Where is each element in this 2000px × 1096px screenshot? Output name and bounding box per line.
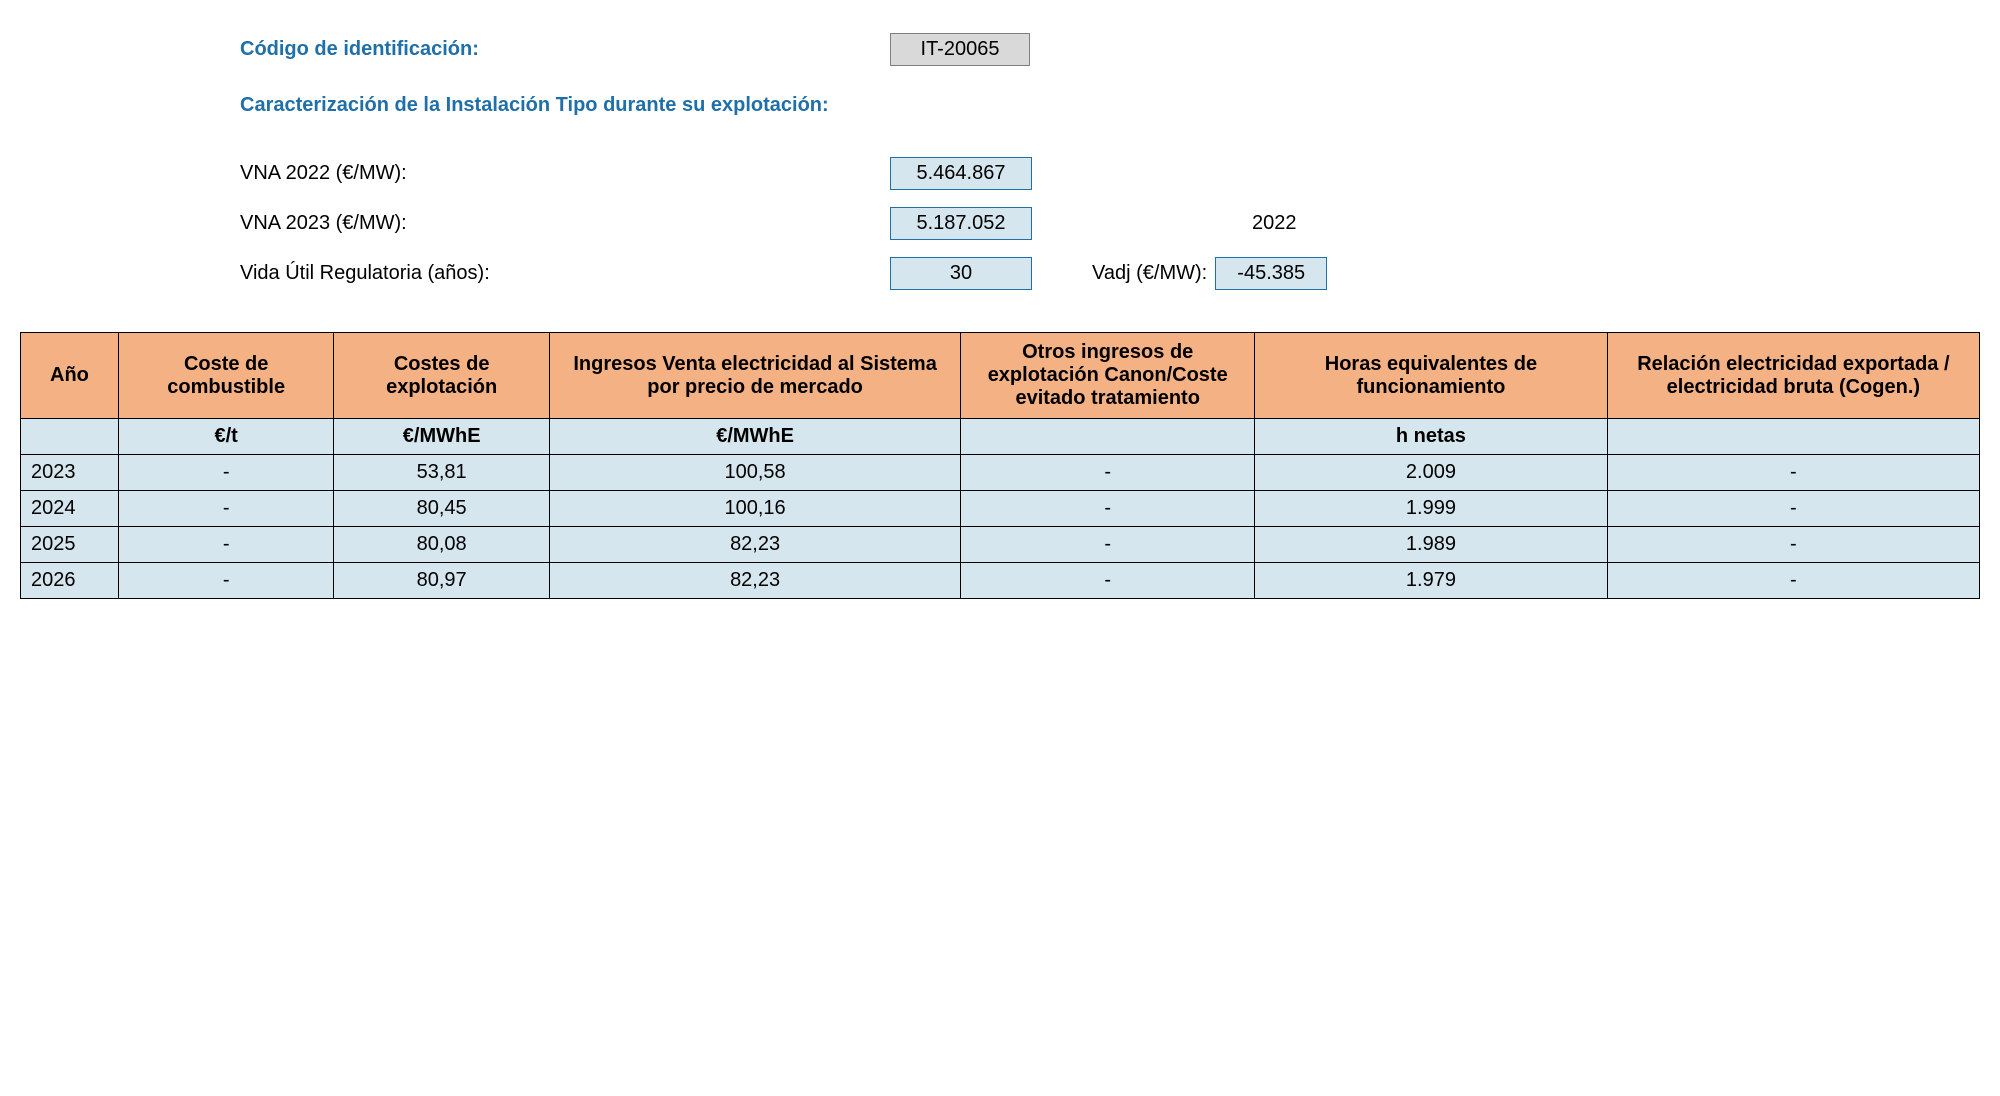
- cell: -: [1607, 455, 1979, 491]
- vna-2023-label: VNA 2023 (€/MW):: [240, 212, 890, 235]
- unit-cell: [21, 419, 119, 455]
- col-comb: Coste de combustible: [118, 333, 333, 419]
- cell: -: [961, 455, 1255, 491]
- cell: -: [118, 563, 333, 599]
- cell: -: [961, 491, 1255, 527]
- cell: -: [118, 491, 333, 527]
- cell: 80,08: [334, 527, 549, 563]
- cell: 100,58: [549, 455, 960, 491]
- unit-cell: [961, 419, 1255, 455]
- col-otros: Otros ingresos de explotación Canon/Cost…: [961, 333, 1255, 419]
- cell: -: [1607, 527, 1979, 563]
- vna-2023-value: 5.187.052: [890, 207, 1032, 240]
- vadj-value: -45.385: [1215, 257, 1327, 290]
- year-cell: 2026: [21, 563, 119, 599]
- cell: -: [118, 527, 333, 563]
- vida-util-row: Vida Útil Regulatoria (años): 30 Vadj (€…: [240, 254, 1980, 292]
- col-horas: Horas equivalentes de funcionamiento: [1255, 333, 1608, 419]
- table-row: 2025 - 80,08 82,23 - 1.989 -: [21, 527, 1980, 563]
- cell: 2.009: [1255, 455, 1608, 491]
- vida-util-label: Vida Útil Regulatoria (años):: [240, 262, 890, 285]
- col-rel: Relación electricidad exportada / electr…: [1607, 333, 1979, 419]
- cell: 53,81: [334, 455, 549, 491]
- table-row: 2024 - 80,45 100,16 - 1.999 -: [21, 491, 1980, 527]
- cell: 1.989: [1255, 527, 1608, 563]
- unit-cell: €/MWhE: [549, 419, 960, 455]
- year-plain: 2022: [1252, 212, 1297, 235]
- units-row: €/t €/MWhE €/MWhE h netas: [21, 419, 1980, 455]
- caracterizacion-label: Caracterización de la Instalación Tipo d…: [240, 94, 829, 117]
- cell: 80,45: [334, 491, 549, 527]
- cell: -: [961, 563, 1255, 599]
- vida-util-value: 30: [890, 257, 1032, 290]
- cell: 82,23: [549, 563, 960, 599]
- caracterizacion-row: Caracterización de la Instalación Tipo d…: [240, 86, 1980, 124]
- codigo-row: Código de identificación: IT-20065: [240, 30, 1980, 68]
- unit-cell: h netas: [1255, 419, 1608, 455]
- codigo-value: IT-20065: [890, 33, 1030, 66]
- cell: -: [1607, 491, 1979, 527]
- table-header-row: Año Coste de combustible Costes de explo…: [21, 333, 1980, 419]
- cell: 1.979: [1255, 563, 1608, 599]
- cell: 82,23: [549, 527, 960, 563]
- data-table: Año Coste de combustible Costes de explo…: [20, 332, 1980, 599]
- year-cell: 2024: [21, 491, 119, 527]
- codigo-label: Código de identificación:: [240, 38, 890, 61]
- vna-2023-row: VNA 2023 (€/MW): 5.187.052 2022: [240, 204, 1980, 242]
- unit-cell: €/MWhE: [334, 419, 549, 455]
- table-row: 2026 - 80,97 82,23 - 1.979 -: [21, 563, 1980, 599]
- vna-2022-label: VNA 2022 (€/MW):: [240, 162, 890, 185]
- table-row: 2023 - 53,81 100,58 - 2.009 -: [21, 455, 1980, 491]
- vadj-label: Vadj (€/MW):: [1092, 262, 1207, 285]
- unit-cell: €/t: [118, 419, 333, 455]
- col-ano: Año: [21, 333, 119, 419]
- cell: -: [1607, 563, 1979, 599]
- cell: 100,16: [549, 491, 960, 527]
- col-ingr: Ingresos Venta electricidad al Sistema p…: [549, 333, 960, 419]
- year-cell: 2023: [21, 455, 119, 491]
- cell: 80,97: [334, 563, 549, 599]
- vna-2022-value: 5.464.867: [890, 157, 1032, 190]
- year-cell: 2025: [21, 527, 119, 563]
- unit-cell: [1607, 419, 1979, 455]
- cell: 1.999: [1255, 491, 1608, 527]
- table-body: €/t €/MWhE €/MWhE h netas 2023 - 53,81 1…: [21, 419, 1980, 599]
- cell: -: [118, 455, 333, 491]
- vna-2022-row: VNA 2022 (€/MW): 5.464.867: [240, 154, 1980, 192]
- info-block: Código de identificación: IT-20065 Carac…: [240, 30, 1980, 292]
- cell: -: [961, 527, 1255, 563]
- col-expl: Costes de explotación: [334, 333, 549, 419]
